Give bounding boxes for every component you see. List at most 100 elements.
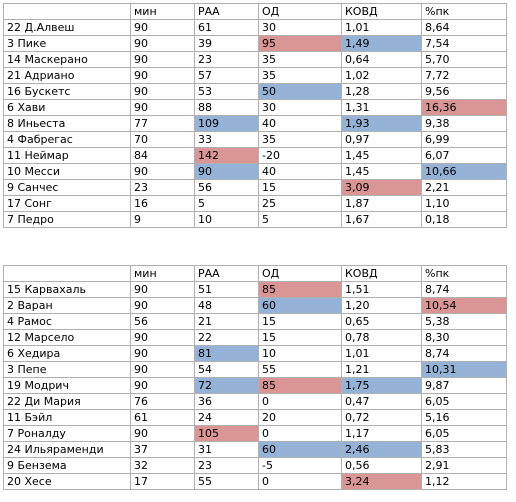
cell-minutes[interactable]: 90 — [130, 67, 195, 84]
cell-kovd[interactable]: 0,56 — [341, 457, 422, 474]
cell-minutes[interactable]: 16 — [130, 195, 195, 212]
header-cell-player[interactable] — [3, 265, 131, 282]
cell-od[interactable]: 25 — [258, 195, 342, 212]
cell-raa[interactable]: 81 — [194, 345, 259, 362]
cell-od[interactable]: 85 — [258, 281, 342, 298]
cell-od[interactable]: 95 — [258, 35, 342, 52]
cell-minutes[interactable]: 90 — [130, 35, 195, 52]
cell-od[interactable]: 0 — [258, 425, 342, 442]
header-cell-kovd[interactable]: КОВД — [341, 3, 422, 20]
cell-minutes[interactable]: 90 — [130, 51, 195, 68]
cell-od[interactable]: 60 — [258, 441, 342, 458]
cell-minutes[interactable]: 90 — [130, 345, 195, 362]
cell-player[interactable]: 8 Иньеста — [3, 115, 131, 132]
cell-kovd[interactable]: 1,28 — [341, 83, 422, 100]
cell-raa[interactable]: 61 — [194, 19, 259, 36]
cell-od[interactable]: 0 — [258, 473, 342, 490]
cell-player[interactable]: 21 Адриано — [3, 67, 131, 84]
cell-raa[interactable]: 57 — [194, 67, 259, 84]
cell-od[interactable]: 30 — [258, 19, 342, 36]
cell-kovd[interactable]: 1,20 — [341, 297, 422, 314]
cell-pk[interactable]: 2,21 — [421, 179, 507, 196]
cell-kovd[interactable]: 3,24 — [341, 473, 422, 490]
cell-kovd[interactable]: 1,51 — [341, 281, 422, 298]
cell-player[interactable]: 10 Месси — [3, 163, 131, 180]
header-cell-od[interactable]: ОД — [258, 3, 342, 20]
cell-pk[interactable]: 7,72 — [421, 67, 507, 84]
cell-minutes[interactable]: 90 — [130, 361, 195, 378]
cell-kovd[interactable]: 1,87 — [341, 195, 422, 212]
cell-pk[interactable]: 9,38 — [421, 115, 507, 132]
cell-minutes[interactable]: 90 — [130, 329, 195, 346]
cell-pk[interactable]: 9,56 — [421, 83, 507, 100]
cell-pk[interactable]: 6,05 — [421, 425, 507, 442]
cell-pk[interactable]: 5,83 — [421, 441, 507, 458]
cell-od[interactable]: 15 — [258, 179, 342, 196]
cell-pk[interactable]: 10,31 — [421, 361, 507, 378]
cell-pk[interactable]: 2,91 — [421, 457, 507, 474]
cell-minutes[interactable]: 90 — [130, 19, 195, 36]
cell-player[interactable]: 20 Хесе — [3, 473, 131, 490]
cell-raa[interactable]: 90 — [194, 163, 259, 180]
cell-pk[interactable]: 5,70 — [421, 51, 507, 68]
cell-raa[interactable]: 31 — [194, 441, 259, 458]
cell-od[interactable]: 35 — [258, 67, 342, 84]
cell-od[interactable]: 35 — [258, 51, 342, 68]
cell-player[interactable]: 15 Карвахаль — [3, 281, 131, 298]
cell-player[interactable]: 2 Варан — [3, 297, 131, 314]
cell-kovd[interactable]: 1,75 — [341, 377, 422, 394]
cell-minutes[interactable]: 90 — [130, 163, 195, 180]
cell-minutes[interactable]: 90 — [130, 83, 195, 100]
cell-pk[interactable]: 5,38 — [421, 313, 507, 330]
cell-player[interactable]: 22 Д.Алвеш — [3, 19, 131, 36]
cell-minutes[interactable]: 9 — [130, 211, 195, 228]
cell-raa[interactable]: 54 — [194, 361, 259, 378]
cell-pk[interactable]: 1,10 — [421, 195, 507, 212]
cell-od[interactable]: 60 — [258, 297, 342, 314]
cell-player[interactable]: 7 Роналду — [3, 425, 131, 442]
cell-kovd[interactable]: 0,97 — [341, 131, 422, 148]
cell-kovd[interactable]: 1,02 — [341, 67, 422, 84]
cell-od[interactable]: 20 — [258, 409, 342, 426]
cell-raa[interactable]: 23 — [194, 51, 259, 68]
header-cell-minutes[interactable]: мин — [130, 265, 195, 282]
cell-pk[interactable]: 1,12 — [421, 473, 507, 490]
header-cell-raa[interactable]: РАА — [194, 3, 259, 20]
cell-kovd[interactable]: 1,93 — [341, 115, 422, 132]
cell-raa[interactable]: 51 — [194, 281, 259, 298]
cell-kovd[interactable]: 1,21 — [341, 361, 422, 378]
cell-minutes[interactable]: 23 — [130, 179, 195, 196]
header-cell-raa[interactable]: РАА — [194, 265, 259, 282]
cell-raa[interactable]: 109 — [194, 115, 259, 132]
cell-od[interactable]: 50 — [258, 83, 342, 100]
cell-player[interactable]: 14 Маскерано — [3, 51, 131, 68]
cell-player[interactable]: 19 Модрич — [3, 377, 131, 394]
cell-pk[interactable]: 8,74 — [421, 345, 507, 362]
header-cell-pk[interactable]: %пк — [421, 3, 507, 20]
cell-minutes[interactable]: 84 — [130, 147, 195, 164]
cell-raa[interactable]: 88 — [194, 99, 259, 116]
cell-od[interactable]: 15 — [258, 329, 342, 346]
cell-minutes[interactable]: 90 — [130, 99, 195, 116]
cell-pk[interactable]: 8,64 — [421, 19, 507, 36]
cell-kovd[interactable]: 1,45 — [341, 147, 422, 164]
cell-raa[interactable]: 55 — [194, 473, 259, 490]
cell-kovd[interactable]: 0,78 — [341, 329, 422, 346]
cell-kovd[interactable]: 0,72 — [341, 409, 422, 426]
cell-pk[interactable]: 6,07 — [421, 147, 507, 164]
header-cell-od[interactable]: ОД — [258, 265, 342, 282]
cell-kovd[interactable]: 3,09 — [341, 179, 422, 196]
cell-pk[interactable]: 0,18 — [421, 211, 507, 228]
cell-kovd[interactable]: 1,01 — [341, 19, 422, 36]
cell-raa[interactable]: 105 — [194, 425, 259, 442]
cell-pk[interactable]: 7,54 — [421, 35, 507, 52]
cell-player[interactable]: 11 Неймар — [3, 147, 131, 164]
cell-od[interactable]: 10 — [258, 345, 342, 362]
cell-player[interactable]: 22 Ди Мария — [3, 393, 131, 410]
cell-player[interactable]: 12 Марсело — [3, 329, 131, 346]
cell-raa[interactable]: 5 — [194, 195, 259, 212]
cell-player[interactable]: 9 Санчес — [3, 179, 131, 196]
cell-player[interactable]: 3 Пепе — [3, 361, 131, 378]
cell-minutes[interactable]: 70 — [130, 131, 195, 148]
cell-od[interactable]: 40 — [258, 115, 342, 132]
